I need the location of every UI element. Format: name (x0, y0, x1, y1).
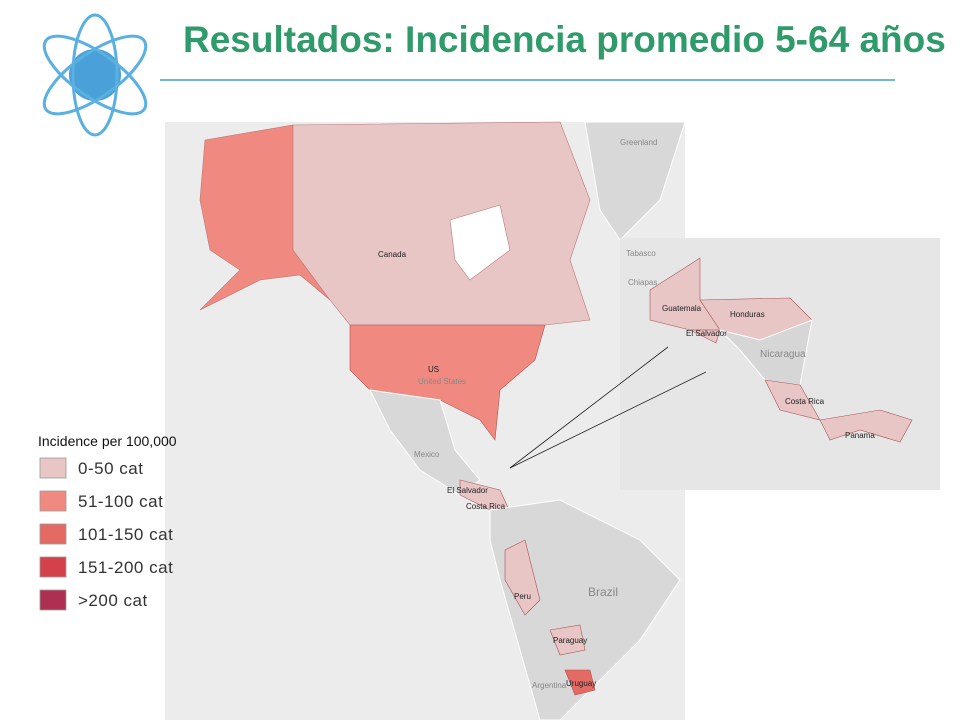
canada (292, 121, 591, 326)
map-label: Guatemala (662, 304, 702, 313)
panama (819, 409, 913, 443)
legend-swatch (39, 523, 67, 545)
uruguay (564, 669, 596, 696)
map-label: Costa Rica (785, 397, 825, 406)
legend-swatch (39, 490, 67, 512)
legend-swatch (39, 556, 67, 578)
map-label: Costa Rica (466, 502, 506, 511)
map-label: Nicaragua (760, 349, 806, 360)
hudson-bay (449, 204, 511, 281)
map-label: Panama (845, 431, 875, 440)
legend-label: 151-200 cat (78, 558, 173, 577)
map-label: Uruguay (566, 679, 596, 688)
legend: Incidence per 100,000 0-50 cat 51-100 cat… (38, 433, 177, 611)
legend-label: 0-50 cat (78, 459, 143, 478)
map-label: Greenland (620, 138, 657, 147)
pointer-line (509, 346, 669, 469)
legend-swatch (39, 457, 67, 479)
map-label: Brazil (588, 585, 618, 599)
el-salvador (689, 329, 721, 344)
legend-label: >200 cat (78, 591, 148, 610)
legend-swatch (39, 589, 67, 611)
greenland (584, 121, 686, 241)
map-label: El Salvador (686, 329, 727, 338)
united-states (349, 324, 546, 441)
map-label: Chiapas (628, 278, 657, 287)
peru (504, 539, 541, 616)
map-label: Honduras (730, 310, 765, 319)
legend-label: 51-100 cat (78, 492, 163, 511)
map-label: Tabasco (626, 249, 656, 258)
map-label: Mexico (414, 450, 440, 459)
map-label: Canada (378, 250, 407, 259)
legend-label: 101-150 cat (78, 525, 173, 544)
pointer-line (509, 371, 707, 469)
map-label: Peru (514, 592, 531, 601)
map-label: Argentina (532, 681, 567, 690)
legend-title: Incidence per 100,000 (38, 433, 177, 449)
map-label: United States (418, 377, 466, 386)
map-label: US (428, 365, 439, 374)
map-label: Paraguay (553, 636, 587, 645)
south-america (489, 499, 681, 720)
paraguay (549, 624, 586, 656)
logo (42, 13, 148, 137)
slide-title: Resultados: Incidencia promedio 5-64 año… (183, 19, 946, 60)
map-label: El Salvador (447, 486, 488, 495)
